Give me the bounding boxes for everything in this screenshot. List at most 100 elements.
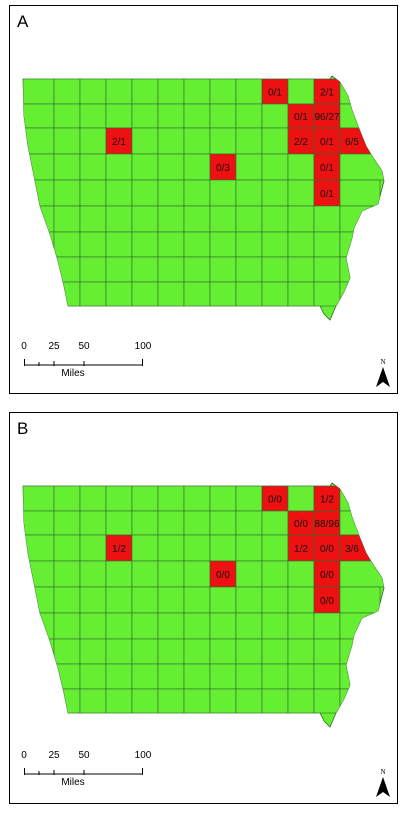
county xyxy=(183,127,211,155)
county xyxy=(339,612,373,640)
county xyxy=(209,586,237,614)
county-label: 0/1 xyxy=(268,88,282,99)
county-label: 6/5 xyxy=(345,137,359,148)
county xyxy=(79,586,107,614)
county xyxy=(53,510,81,536)
county xyxy=(23,663,55,690)
county xyxy=(23,78,55,105)
county xyxy=(261,688,289,714)
county xyxy=(23,256,55,283)
county xyxy=(235,612,263,640)
county xyxy=(313,231,341,258)
scale-tick-100: 100 xyxy=(134,341,152,352)
county xyxy=(131,103,159,129)
county xyxy=(261,103,289,129)
county xyxy=(209,179,237,207)
county-label: 3/6 xyxy=(345,544,359,555)
county xyxy=(157,688,185,714)
county xyxy=(235,281,263,307)
county xyxy=(53,638,81,665)
county xyxy=(157,179,185,207)
county xyxy=(235,586,263,614)
scale-tick-25: 25 xyxy=(48,750,60,761)
county xyxy=(157,103,185,129)
county-label: 1/2 xyxy=(320,495,334,506)
county-label: 0/1 xyxy=(294,112,308,123)
county xyxy=(261,281,289,307)
county xyxy=(23,231,55,258)
county xyxy=(235,510,263,536)
county xyxy=(23,179,55,207)
county xyxy=(183,153,211,181)
county xyxy=(23,103,55,129)
county xyxy=(313,638,341,665)
county-highlighted xyxy=(287,534,315,562)
county xyxy=(131,586,159,614)
scale-tick-100: 100 xyxy=(134,750,152,761)
county xyxy=(209,205,237,233)
county xyxy=(339,231,369,258)
county-highlighted xyxy=(209,560,237,588)
north-letter: N xyxy=(380,768,386,776)
iowa-county-map: 0/1 2/1 0/1 96/27 2/1 2/2 0/1 6/5 0/3 0/1 0/1 xyxy=(22,75,385,321)
county xyxy=(53,103,81,129)
county xyxy=(287,256,315,283)
county xyxy=(23,560,55,588)
county xyxy=(23,534,55,562)
county xyxy=(23,688,55,714)
county xyxy=(287,78,315,105)
county xyxy=(131,153,159,181)
scale-tick-25: 25 xyxy=(48,341,60,352)
county xyxy=(105,688,133,714)
county xyxy=(105,179,133,207)
scale-tick-0: 0 xyxy=(21,750,27,761)
county xyxy=(209,231,237,258)
county xyxy=(261,153,289,181)
panel-letter: B xyxy=(17,419,29,438)
county-label: 0/3 xyxy=(216,163,230,174)
county xyxy=(339,153,384,181)
county xyxy=(183,510,211,536)
scale-unit: Miles xyxy=(61,368,85,379)
county xyxy=(235,205,263,233)
county xyxy=(131,281,159,307)
north-arrow: N xyxy=(373,358,393,388)
county xyxy=(235,663,263,690)
county xyxy=(157,612,185,640)
county-highlighted xyxy=(313,586,341,614)
county xyxy=(209,256,237,283)
county xyxy=(183,78,211,105)
county xyxy=(339,560,384,588)
county xyxy=(131,256,159,283)
county xyxy=(183,560,211,588)
county xyxy=(287,560,315,588)
county xyxy=(339,638,369,665)
county xyxy=(131,510,159,536)
county xyxy=(23,586,55,614)
scale-tick-0: 0 xyxy=(21,341,27,352)
county xyxy=(157,534,185,562)
county xyxy=(261,205,289,233)
county xyxy=(53,612,81,640)
county xyxy=(287,586,315,614)
county xyxy=(105,231,133,258)
county xyxy=(79,663,107,690)
county-label: 0/1 xyxy=(320,189,334,200)
county xyxy=(313,256,341,283)
county xyxy=(209,510,237,536)
county xyxy=(339,586,381,614)
county xyxy=(235,638,263,665)
county xyxy=(209,103,237,129)
county xyxy=(105,78,133,105)
county-label: 0/0 xyxy=(216,570,230,581)
county xyxy=(79,78,107,105)
county xyxy=(53,153,81,181)
scale-line xyxy=(24,359,143,366)
county xyxy=(23,153,55,181)
county xyxy=(157,127,185,155)
county xyxy=(235,560,263,588)
county xyxy=(23,127,55,155)
scale-line xyxy=(24,768,143,775)
county xyxy=(183,688,211,714)
county xyxy=(313,663,341,690)
